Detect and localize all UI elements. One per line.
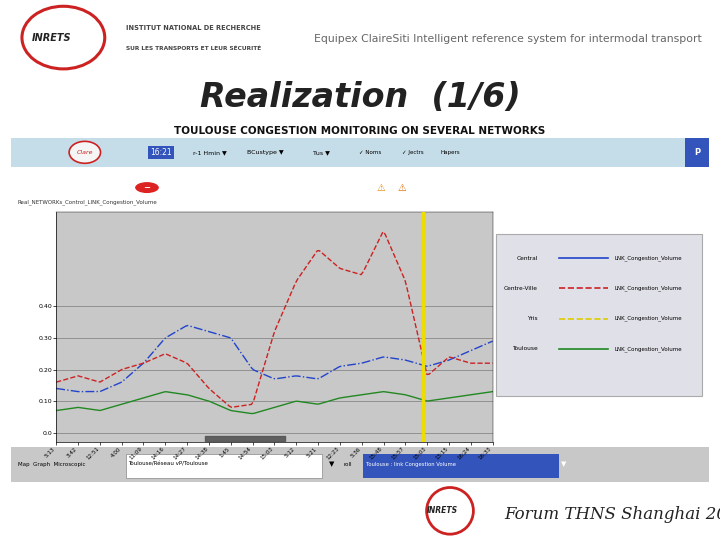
Text: TOULOUSE CONGESTION MONITORING ON SEVERAL NETWORKS: TOULOUSE CONGESTION MONITORING ON SEVERA… — [174, 126, 546, 136]
FancyBboxPatch shape — [496, 234, 702, 396]
Text: ✓ Jectrs: ✓ Jectrs — [402, 150, 423, 155]
FancyBboxPatch shape — [11, 447, 709, 482]
Text: INRETS: INRETS — [426, 507, 458, 515]
Text: −: − — [143, 183, 150, 192]
Text: 16:21: 16:21 — [150, 148, 172, 157]
Text: LNK_Congestion_Volume: LNK_Congestion_Volume — [615, 316, 683, 321]
Text: LNK_Congestion_Volume: LNK_Congestion_Volume — [615, 255, 683, 261]
Text: Yris: Yris — [528, 316, 538, 321]
FancyBboxPatch shape — [126, 454, 322, 477]
Text: Hapers: Hapers — [441, 150, 461, 155]
Text: Map  Graph  Microscopic: Map Graph Microscopic — [18, 462, 85, 467]
Text: Toulouse/Réseau vP/Toulouse: Toulouse/Réseau vP/Toulouse — [128, 462, 208, 467]
Circle shape — [135, 181, 160, 194]
Text: Realization  (1/6): Realization (1/6) — [199, 81, 521, 114]
Text: Tus ▼: Tus ▼ — [313, 150, 330, 155]
Text: LNK_Congestion_Volume: LNK_Congestion_Volume — [615, 286, 683, 291]
Text: Central: Central — [517, 255, 538, 261]
Text: ✓ Noms: ✓ Noms — [359, 150, 382, 155]
Text: Equipex ClaireSiti Intelligent reference system for intermodal transport: Equipex ClaireSiti Intelligent reference… — [314, 34, 702, 44]
Text: INSTITUT NATIONAL DE RECHERCHE: INSTITUT NATIONAL DE RECHERCHE — [126, 25, 261, 31]
Text: P: P — [694, 148, 700, 157]
Ellipse shape — [69, 141, 101, 163]
FancyBboxPatch shape — [11, 138, 709, 167]
Text: ▼: ▼ — [561, 462, 567, 468]
Text: ⚠: ⚠ — [377, 183, 385, 193]
Text: ▼: ▼ — [328, 462, 334, 468]
Text: INRETS: INRETS — [32, 32, 71, 43]
Text: BCustype ▼: BCustype ▼ — [248, 150, 284, 155]
Text: Toulouse: Toulouse — [513, 346, 538, 352]
Text: Forum THNS Shanghai 2010: Forum THNS Shanghai 2010 — [504, 506, 720, 523]
Text: Clare: Clare — [76, 150, 93, 155]
Ellipse shape — [426, 488, 474, 534]
Text: Centre-Ville: Centre-Ville — [504, 286, 538, 291]
Text: LNK_Congestion_Volume: LNK_Congestion_Volume — [615, 346, 683, 352]
Text: roll: roll — [343, 462, 352, 467]
Text: Real_NETWORKs_Control_LINK_Congestion_Volume: Real_NETWORKs_Control_LINK_Congestion_Vo… — [18, 200, 158, 205]
Text: r-1 Hmin ▼: r-1 Hmin ▼ — [193, 150, 227, 155]
Text: SUR LES TRANSPORTS ET LEUR SÉCURITÉ: SUR LES TRANSPORTS ET LEUR SÉCURITÉ — [126, 46, 261, 51]
FancyBboxPatch shape — [685, 138, 709, 167]
Text: Toulouse : link Congestion Volume: Toulouse : link Congestion Volume — [366, 462, 456, 467]
Text: ⚠: ⚠ — [397, 183, 406, 193]
FancyBboxPatch shape — [364, 454, 559, 477]
